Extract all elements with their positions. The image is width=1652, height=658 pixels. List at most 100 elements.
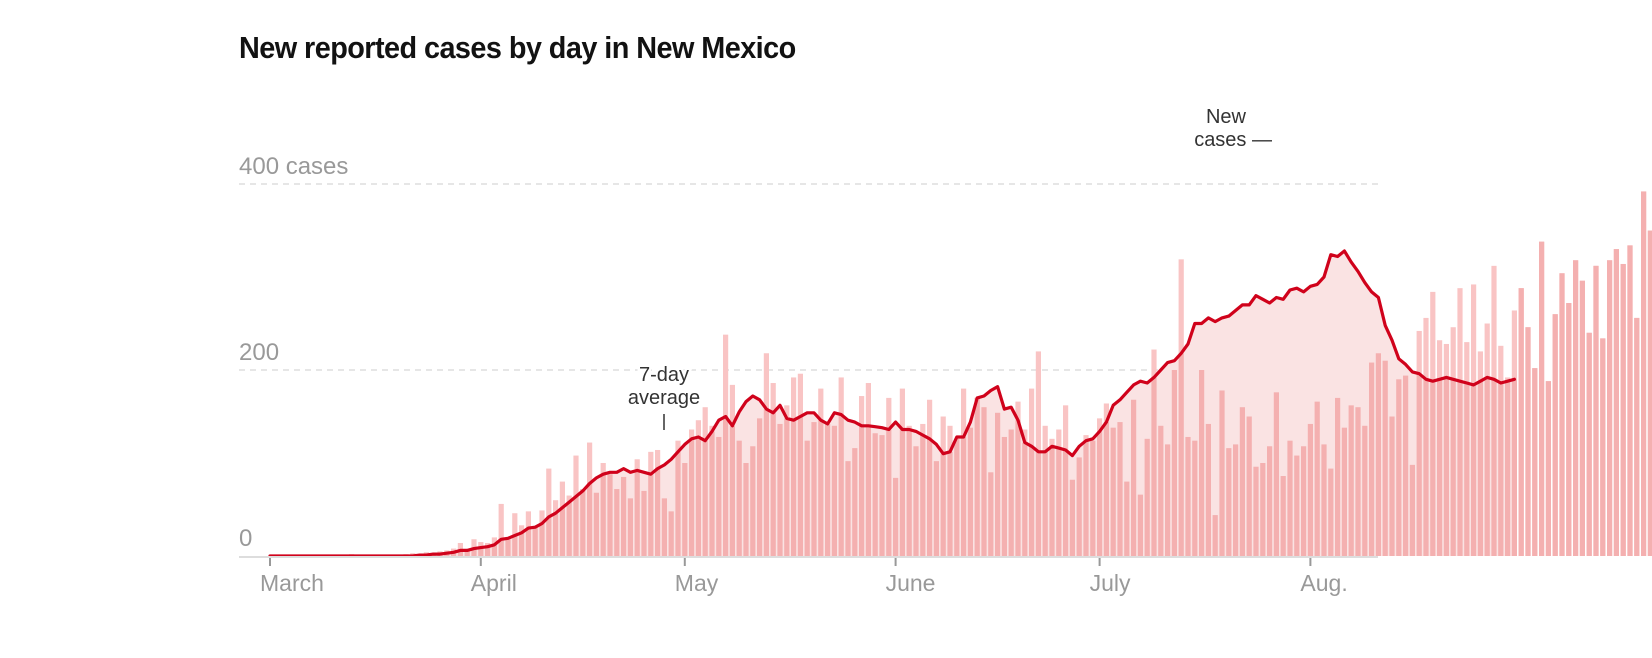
bar-under-average bbox=[913, 446, 919, 556]
bar-under-average bbox=[1634, 317, 1640, 556]
bar-under-average bbox=[831, 425, 837, 556]
bar-under-average bbox=[1185, 436, 1191, 556]
bar-under-average bbox=[695, 436, 701, 556]
bar-under-average bbox=[1348, 405, 1354, 556]
bar-under-average bbox=[1620, 263, 1626, 556]
bar-under-average bbox=[1375, 353, 1381, 556]
bar-under-average bbox=[777, 423, 783, 556]
bar-under-average bbox=[1131, 399, 1137, 556]
bar-under-average bbox=[1239, 407, 1245, 556]
bar-under-average bbox=[1171, 370, 1177, 556]
bar-under-average bbox=[1464, 383, 1470, 556]
bar-under-average bbox=[1471, 384, 1477, 556]
bar-under-average bbox=[1205, 423, 1211, 556]
bar-under-average bbox=[648, 474, 654, 556]
bar-under-average bbox=[1273, 392, 1279, 556]
bar-under-average bbox=[1233, 444, 1239, 556]
bar-under-average bbox=[1097, 431, 1103, 556]
bar-under-average bbox=[532, 528, 538, 556]
bar-under-average bbox=[519, 532, 525, 556]
bar-under-average bbox=[607, 474, 613, 556]
bar-under-average bbox=[1117, 422, 1123, 556]
bar-under-average bbox=[1280, 476, 1286, 556]
bar-under-average bbox=[566, 502, 572, 556]
bar-under-average bbox=[825, 423, 831, 556]
bar-under-average bbox=[539, 523, 545, 556]
bar-under-average bbox=[797, 416, 803, 556]
bar-under-average bbox=[1450, 379, 1456, 556]
chart-title: New reported cases by day in New Mexico bbox=[239, 30, 796, 65]
bar-under-average bbox=[1314, 401, 1320, 556]
bar-under-average bbox=[893, 477, 899, 556]
bar-under-average bbox=[1056, 448, 1062, 556]
bar-under-average bbox=[1321, 444, 1327, 556]
bar-under-average bbox=[1505, 381, 1511, 556]
bar-under-average bbox=[811, 422, 817, 556]
bar-under-average bbox=[655, 468, 661, 556]
bar-under-average bbox=[1573, 260, 1579, 556]
bar-under-average bbox=[587, 483, 593, 556]
annotation-line: average bbox=[628, 387, 700, 409]
bar-under-average bbox=[553, 513, 559, 556]
bar-under-average bbox=[464, 550, 470, 556]
bar-under-average bbox=[1335, 397, 1341, 556]
bar-under-average bbox=[1443, 377, 1449, 556]
bar-under-average bbox=[1362, 425, 1368, 556]
bar-under-average bbox=[784, 418, 790, 556]
x-axis-ticks: March April May June July Aug. bbox=[260, 558, 1348, 596]
bar-under-average bbox=[763, 409, 769, 556]
bar-under-average bbox=[1477, 381, 1483, 556]
bar-under-average bbox=[1035, 451, 1041, 556]
bar-under-average bbox=[1294, 455, 1300, 556]
bar-under-average bbox=[1627, 245, 1633, 556]
bar-under-average bbox=[995, 412, 1001, 556]
bar-under-average bbox=[668, 511, 674, 556]
x-tick-label: March bbox=[260, 570, 324, 596]
bar-under-average bbox=[818, 420, 824, 556]
annotation-line: New bbox=[1206, 106, 1247, 128]
bar-under-average bbox=[879, 435, 885, 556]
bar-under-average bbox=[1328, 468, 1334, 556]
average-line bbox=[268, 249, 1516, 558]
bar-under-average bbox=[1008, 429, 1014, 556]
bar-under-average bbox=[634, 470, 640, 556]
bar-under-average bbox=[1063, 449, 1069, 556]
bar-under-average bbox=[702, 440, 708, 556]
bar-under-average bbox=[593, 492, 599, 556]
bar-under-average bbox=[1049, 446, 1055, 556]
bar bbox=[498, 503, 504, 556]
bar-under-average bbox=[1613, 249, 1619, 556]
bar-under-average bbox=[852, 448, 858, 556]
bar-under-average bbox=[1042, 451, 1048, 556]
bar-under-average bbox=[478, 547, 484, 556]
bar-under-average bbox=[872, 433, 878, 556]
bar-under-average bbox=[974, 397, 980, 556]
bar-under-average bbox=[1144, 438, 1150, 556]
bar-under-average bbox=[1498, 383, 1504, 556]
bar-under-average bbox=[906, 429, 912, 556]
bar-under-average bbox=[1029, 446, 1035, 556]
bar-under-average bbox=[954, 438, 960, 556]
bar-under-average bbox=[838, 414, 844, 556]
bar-under-average bbox=[1301, 446, 1307, 556]
bar bbox=[546, 468, 552, 556]
bar-under-average bbox=[1124, 481, 1130, 556]
bar-under-average bbox=[729, 425, 735, 556]
bar-under-average bbox=[865, 425, 871, 556]
bar-under-average bbox=[1069, 479, 1075, 556]
bar-under-average bbox=[933, 461, 939, 556]
bar-under-average bbox=[1246, 416, 1252, 556]
bar-under-average bbox=[1647, 230, 1652, 556]
bar-under-average bbox=[1545, 381, 1551, 556]
bar-under-average bbox=[1158, 425, 1164, 556]
bar-under-average bbox=[505, 539, 511, 556]
bar-under-average bbox=[1076, 457, 1082, 556]
bar-under-average bbox=[1600, 338, 1606, 556]
bar-under-average bbox=[716, 436, 722, 556]
bar-under-average bbox=[485, 546, 491, 556]
bar-under-average bbox=[1525, 327, 1531, 556]
y-tick-label: 400 cases bbox=[239, 153, 348, 180]
bar-under-average bbox=[1090, 440, 1096, 556]
